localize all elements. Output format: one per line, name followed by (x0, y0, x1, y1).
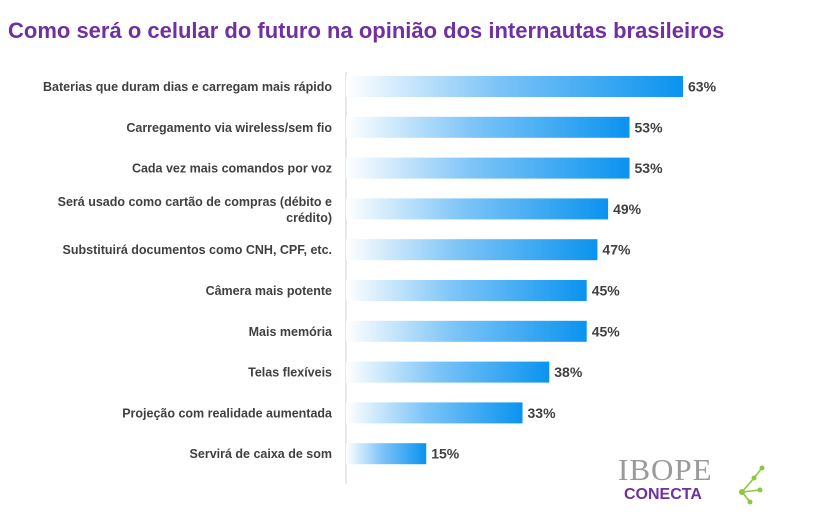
value-label: 53% (635, 160, 664, 176)
logo-sub-text: CONECTA (624, 486, 702, 503)
bar (346, 116, 630, 138)
value-label: 38% (554, 364, 583, 380)
bar (346, 402, 523, 424)
category-label: Substituirá documentos como CNH, CPF, et… (63, 243, 332, 257)
bar (346, 320, 587, 342)
category-label: Carregamento via wireless/sem fio (126, 121, 332, 135)
ibope-conecta-logo: IBOPE CONECTA (612, 452, 772, 514)
category-label: Telas flexíveis (248, 366, 332, 380)
category-label: Será usado como cartão de compras (débit… (58, 195, 332, 225)
value-label: 53% (635, 119, 664, 135)
bar (346, 157, 630, 179)
value-label: 47% (602, 242, 631, 258)
bar (346, 361, 550, 383)
value-label: 63% (688, 79, 717, 95)
category-label: Projeção com realidade aumentada (122, 406, 333, 420)
bar (346, 443, 427, 465)
bar (346, 239, 598, 261)
bar (346, 76, 683, 97)
bar (346, 198, 609, 220)
logo-brand-text: IBOPE (618, 452, 713, 487)
value-label: 45% (592, 323, 621, 339)
value-label: 49% (613, 201, 642, 217)
category-label: Baterias que duram dias e carregam mais … (43, 80, 332, 94)
chart-title: Como será o celular do futuro na opinião… (8, 18, 725, 43)
network-spark-icon (739, 465, 765, 505)
category-label: Servirá de caixa de som (190, 447, 332, 461)
value-label: 15% (431, 446, 460, 462)
category-label: Câmera mais potente (206, 284, 332, 298)
category-label: Cada vez mais comandos por voz (132, 162, 332, 176)
category-label: Mais memória (249, 325, 333, 339)
value-label: 45% (592, 283, 621, 299)
bar (346, 280, 587, 301)
value-label: 33% (528, 405, 557, 421)
bars-group: Baterias que duram dias e carregam mais … (43, 76, 717, 465)
